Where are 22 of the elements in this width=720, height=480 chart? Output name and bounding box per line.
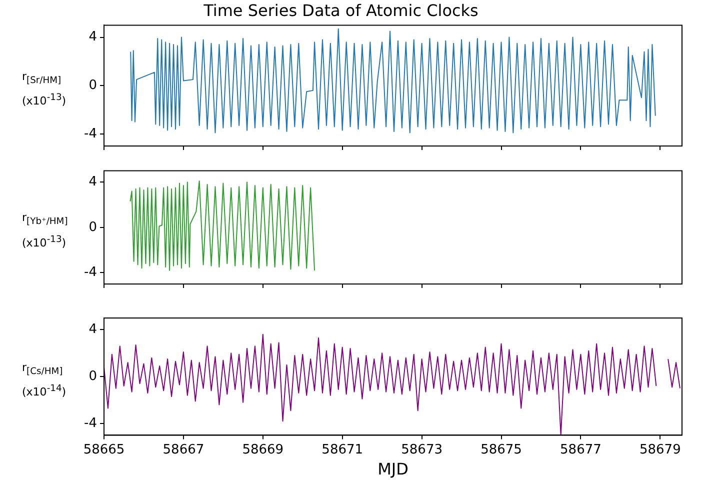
x-tick-label: 58677 [560,442,602,458]
y-tick-label: -4 [84,265,97,280]
x-tick-label: 58671 [322,442,364,458]
x-tick-label: 58675 [480,442,522,458]
x-axis-title: MJD [378,460,408,479]
y-axis-title: r$_{[Cs/HM]}$ (x10$^{-14}$) [22,360,68,400]
x-tick-label: 58679 [639,442,681,458]
x-tick-label: 58667 [162,442,204,458]
x-tick-label: 58673 [401,442,442,458]
y-axis-title: r$_{[Sr/HM]}$ (x10$^{-13}$) [22,68,68,110]
chart-title: Time Series Data of Atomic Clocks [202,0,478,20]
y-tick-label: 0 [88,368,97,384]
y-axis-title: r$_{[Yb⁺/HM]}$ (x10$^{-13}$) [22,210,69,252]
x-tick-label: 58665 [83,442,125,458]
y-tick-label: -4 [84,126,97,142]
y-tick-label: 4 [88,322,97,338]
y-tick-label: 4 [88,174,97,190]
y-tick-label: 0 [88,78,97,93]
x-tick-label: 58669 [242,442,284,458]
y-tick-label: -4 [84,416,97,431]
y-tick-label: 4 [88,30,97,45]
y-tick-label: 0 [88,220,97,235]
